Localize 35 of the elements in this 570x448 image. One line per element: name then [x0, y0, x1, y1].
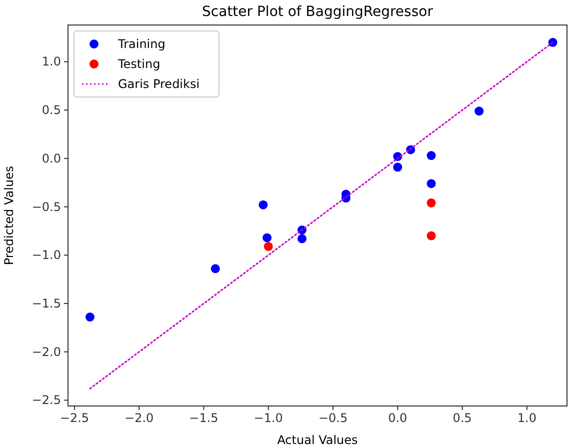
- point: [258, 200, 268, 210]
- y-axis-title: Predicted Values: [2, 166, 16, 266]
- point: [85, 312, 94, 322]
- point: [426, 151, 436, 160]
- legend-label: Garis Prediksi: [118, 77, 200, 91]
- y-tick-label: 0.0: [42, 151, 61, 166]
- point: [426, 198, 436, 208]
- x-tick-label: 0.0: [388, 411, 408, 425]
- y-tick-label: −1.0: [32, 248, 61, 262]
- x-tick-label: 0.5: [452, 411, 472, 425]
- point: [262, 233, 272, 242]
- x-tick-label: −2.5: [60, 411, 90, 425]
- point: [474, 106, 484, 116]
- y-tick-label: −1.5: [32, 296, 61, 310]
- point: [210, 264, 220, 274]
- x-tick-label: −1.0: [254, 411, 283, 425]
- chart-title: Scatter Plot of BaggingRegressor: [202, 4, 434, 20]
- y-tick-label: 0.5: [42, 103, 61, 118]
- x-tick-label: 1.0: [517, 411, 536, 425]
- legend-label: Training: [117, 37, 166, 51]
- point: [426, 179, 436, 188]
- point: [426, 231, 436, 240]
- y-tick-label: −0.5: [32, 200, 61, 214]
- point: [264, 242, 273, 251]
- legend-label: Testing: [117, 57, 160, 71]
- x-tick-label: −1.5: [189, 411, 218, 425]
- x-tick-label: −2.0: [124, 411, 154, 425]
- x-axis-title: Actual Values: [277, 433, 358, 447]
- x-tick-label: −0.5: [318, 411, 348, 425]
- y-tick-label: −2.0: [32, 344, 61, 359]
- point: [393, 162, 402, 172]
- point: [297, 234, 306, 244]
- y-tick-label: 1.0: [42, 54, 61, 69]
- point: [548, 38, 558, 47]
- y-tick-label: −2.5: [32, 393, 61, 408]
